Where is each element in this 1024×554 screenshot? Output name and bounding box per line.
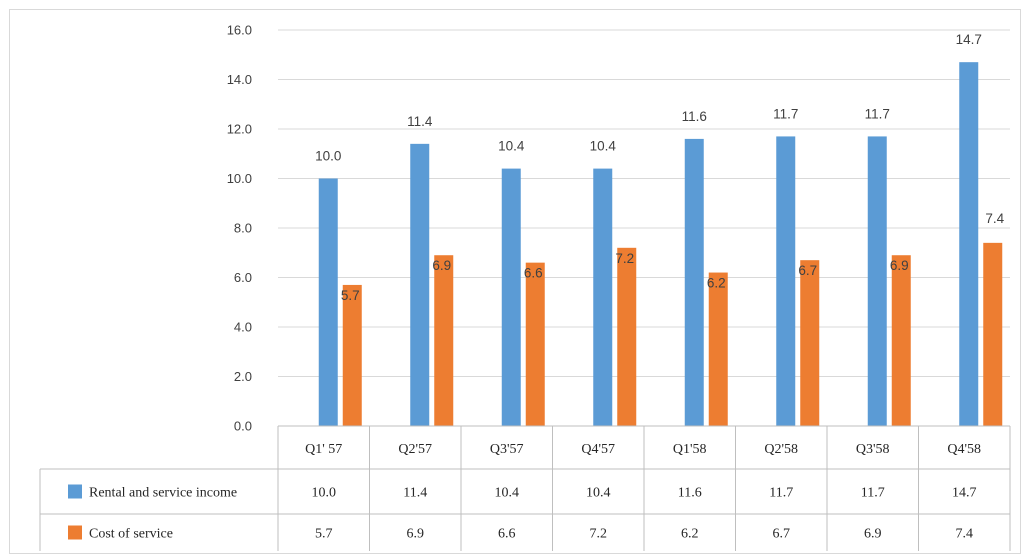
x-tick-label: Q2'57 [398,442,432,457]
table-cell: 11.7 [861,486,885,501]
bar-income-7 [867,136,887,427]
y-tick-label: 0.0 [234,419,252,434]
data-label-income-6: 11.7 [773,106,798,121]
y-tick-label: 6.0 [234,270,252,285]
table-cell: 10.4 [586,486,611,501]
bar-cost-6 [800,260,820,426]
bar-income-6 [776,136,796,427]
bar-cost-1 [342,284,362,426]
data-label-income-3: 10.4 [498,139,525,154]
data-label-income-8: 14.7 [956,32,982,47]
data-label-income-4: 10.4 [590,139,617,154]
bar-cost-5 [708,272,728,426]
bar-cost-8 [983,242,1003,426]
y-tick-label: 14.0 [227,72,252,87]
y-tick-label: 16.0 [227,23,252,38]
table-cell: 6.7 [773,527,791,542]
bar-cost-4 [617,247,637,426]
y-tick-label: 12.0 [227,122,252,137]
y-tick-label: 2.0 [234,369,252,384]
data-label-cost-2: 6.9 [432,258,451,273]
x-tick-label: Q4'58 [947,442,981,457]
data-label-cost-7: 6.9 [890,258,909,273]
legend-label: Cost of service [89,527,173,542]
x-tick-label: Q1' 57 [305,442,342,457]
x-tick-label: Q3'57 [490,442,524,457]
y-tick-label: 10.0 [227,171,252,186]
y-axis: 0.0 2.0 4.0 6.0 8.0 10.0 12.0 14.0 16.0 [227,23,252,434]
data-label-cost-3: 6.6 [524,266,543,281]
bar-cost-3 [525,262,545,426]
data-labels: 10.0 11.4 10.4 10.4 11.6 11.7 11.7 14.7 5.7 6.9 6.… [315,32,1005,303]
bars [318,62,1003,427]
data-label-income-2: 11.4 [407,114,433,129]
legend-swatch [68,525,82,540]
bar-income-5 [684,138,704,426]
table-cell: 10.4 [495,486,520,501]
data-label-income-7: 11.7 [865,106,890,121]
x-tick-label: Q1'58 [673,442,707,457]
table-cell: 5.7 [315,527,333,542]
data-table: Q1' 57 Q2'57 Q3'57 Q4'57 Q1'58 Q2'58 Q3'58 Q4'5… [39,425,1011,551]
table-cell: 11.4 [403,486,427,501]
bar-income-3 [501,168,521,426]
data-label-income-5: 11.6 [682,109,707,124]
table-cell: 7.2 [590,527,608,542]
y-tick-label: 4.0 [234,320,252,335]
table-cell: 6.6 [498,527,516,542]
data-label-cost-4: 7.2 [615,251,634,266]
bar-income-4 [593,168,613,426]
bar-income-2 [410,143,430,426]
bar-cost-2 [434,255,454,426]
table-cell: 6.9 [407,527,425,542]
table-cell: 11.6 [678,486,702,501]
data-label-income-1: 10.0 [315,149,341,164]
bar-cost-7 [891,255,911,426]
x-tick-label: Q3'58 [856,442,890,457]
data-label-cost-8: 7.4 [985,211,1004,226]
data-label-cost-6: 6.7 [798,263,817,278]
table-cell: 6.2 [681,527,699,542]
x-tick-label: Q4'57 [581,442,615,457]
bar-income-1 [318,178,338,426]
x-tick-label: Q2'58 [764,442,798,457]
y-tick-label: 8.0 [234,221,252,236]
table-cell: 14.7 [952,486,977,501]
legend-label: Rental and service income [89,486,237,501]
data-label-cost-5: 6.2 [707,276,726,291]
table-cell: 11.7 [769,486,793,501]
table-cell: 6.9 [864,527,882,542]
table-cell: 10.0 [312,486,337,501]
bar-income-8 [959,62,979,427]
data-label-cost-1: 5.7 [341,288,360,303]
legend-swatch [68,484,82,499]
table-cell: 7.4 [956,527,974,542]
